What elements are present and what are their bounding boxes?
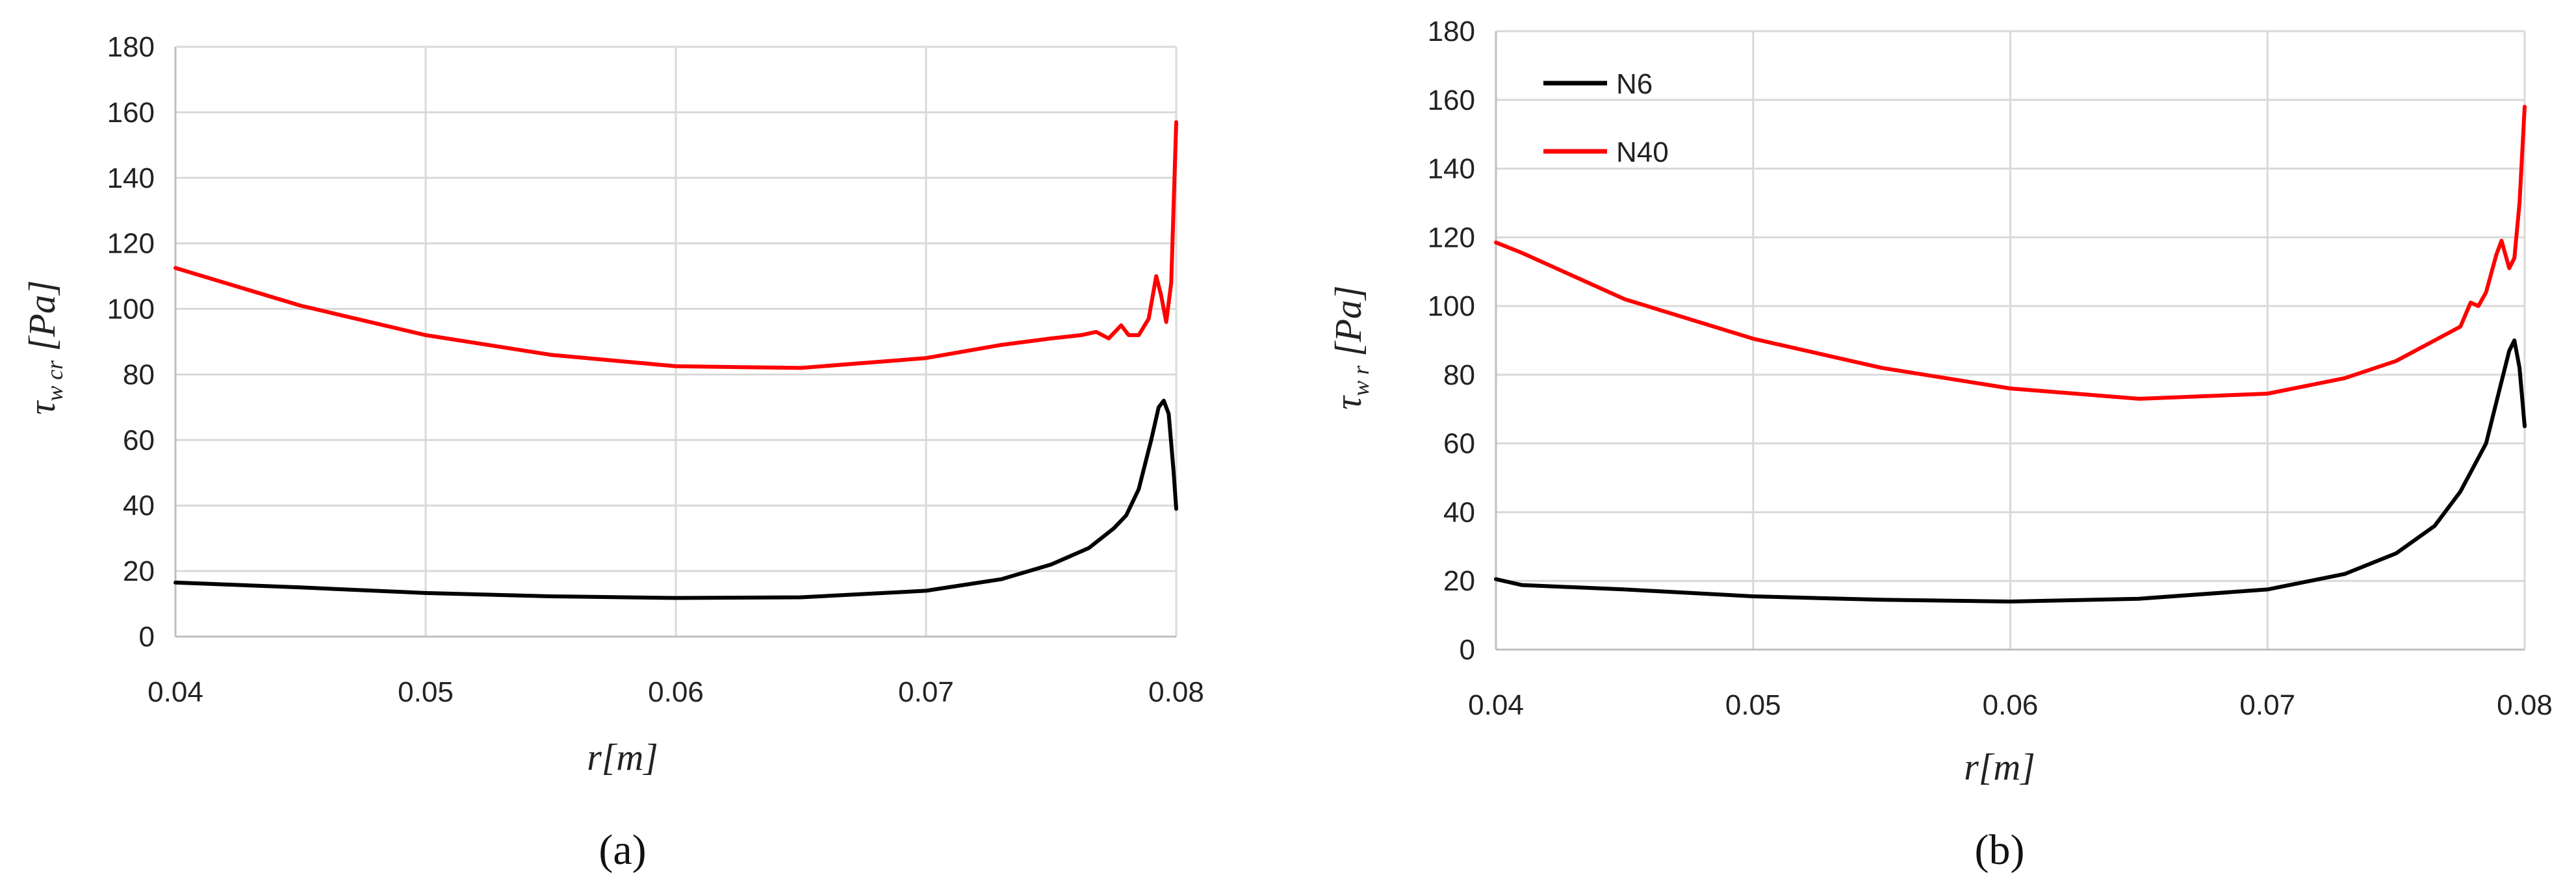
y-tick-label: 80 [123,359,155,390]
y-tick-label: 180 [107,31,155,63]
gridlines-a [175,45,1178,637]
y-tick-label: 60 [1443,428,1475,460]
x-axis-title-b: r[m] [1964,746,2035,788]
y-axis-title-subscript-a: w cr [42,360,68,401]
y-axis-title-b: τw r [Pa] [1327,285,1374,409]
axes-b [1495,31,2525,651]
series-line-n40 [1494,105,2527,401]
panel-label-a: (a) [599,826,646,874]
y-tick-labels-b: 0 20 40 60 80 100 120 140 160 180 [1428,16,1475,666]
y-tick-label: 140 [107,162,155,194]
y-tick-label: 120 [107,228,155,260]
y-tick-label: 160 [1428,84,1475,116]
y-axis-title-a: τw cr [Pa] [21,280,68,414]
x-tick-labels-b: 0.04 0.05 0.06 0.07 0.08 [1468,689,2553,721]
y-tick-label: 120 [1428,222,1475,253]
legend: N6 N40 [1543,68,1669,168]
x-tick-label: 0.08 [2497,689,2553,721]
x-tick-label: 0.05 [1725,689,1781,721]
series-line-n40 [174,120,1178,370]
x-tick-label: 0.06 [648,676,704,708]
y-axis-title-symbol-b: τ [1327,395,1369,410]
x-tick-label: 0.05 [398,676,454,708]
y-tick-label: 0 [139,621,155,653]
y-tick-label: 40 [123,490,155,522]
x-axis-title-a: r[m] [587,736,658,778]
y-axis-title-unit-b: [Pa] [1327,285,1369,357]
y-tick-label: 20 [1443,565,1475,597]
y-tick-label: 140 [1428,153,1475,185]
y-tick-label: 0 [1460,634,1475,666]
series-line-n6 [174,398,1178,600]
y-axis-title-subscript-b: w r [1348,365,1374,396]
y-axis-title-symbol-a: τ [21,400,63,415]
y-axis-title-unit-a: [Pa] [21,280,63,351]
x-tick-label: 0.07 [898,676,954,708]
x-tick-label: 0.04 [148,676,203,708]
x-tick-label: 0.08 [1148,676,1204,708]
gridlines-b [1496,30,2526,650]
y-tick-label: 160 [107,97,155,129]
legend-label-n40: N40 [1616,136,1669,168]
y-tick-label: 40 [1443,496,1475,528]
legend-label-n6: N6 [1616,68,1653,100]
y-tick-label: 20 [123,555,155,587]
y-tick-label: 80 [1443,359,1475,391]
x-tick-label: 0.04 [1468,689,1524,721]
series-line-n6 [1494,338,2527,603]
x-tick-label: 0.06 [1983,689,2039,721]
x-tick-label: 0.07 [2239,689,2295,721]
y-tick-label: 180 [1428,16,1475,47]
y-tick-label: 60 [123,424,155,456]
series-group-a [174,120,1178,600]
series-group-b [1494,105,2527,603]
y-tick-labels-a: 0 20 40 60 80 100 120 140 160 180 [107,31,155,653]
axes-a [174,47,1176,638]
y-tick-label: 100 [1428,290,1475,322]
x-tick-labels-a: 0.04 0.05 0.06 0.07 0.08 [148,676,1204,708]
y-tick-label: 100 [107,294,155,325]
panel-label-b: (b) [1975,826,2025,874]
